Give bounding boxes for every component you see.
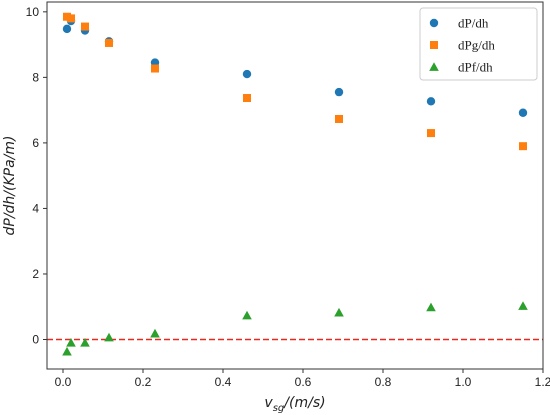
y-axis-title: dP/dh/(KPa/m) [2,135,18,235]
data-point-circle [62,24,72,34]
data-point-square [151,64,159,73]
legend-marker-triangle [429,62,439,71]
legend-marker-square [430,41,438,49]
legend-entry: dPf/dh [429,60,493,75]
legend-box [419,7,538,81]
data-point-square [335,114,343,123]
legend-label: dP/dh [458,16,489,31]
data-points-layer [62,12,528,356]
x-tick-label: 1.2 [535,375,550,389]
data-point-triangle [426,302,436,312]
series-triangle-points [62,301,528,356]
x-axis-title-main: v [264,395,273,411]
x-axis-title: vsg/(m/s) [264,395,325,414]
data-point-triangle [62,346,72,356]
data-point-square [519,142,527,151]
data-point-triangle [104,332,114,342]
data-point-triangle [66,337,76,347]
legend-marker-circle [429,18,439,28]
y-axis-ticks: 0 2 4 6 8 10 [26,5,47,347]
data-point-triangle [150,328,160,338]
x-tick-label: 1.0 [455,375,472,389]
x-tick-label: 0.8 [375,375,392,389]
data-point-square [105,38,113,47]
y-tick-label: 4 [32,201,39,215]
x-tick-label: 0.2 [135,375,152,389]
x-tick-label: 0.6 [295,375,312,389]
data-point-square [81,22,89,31]
legend-label: dPf/dh [458,60,493,75]
x-tick-label: 0.4 [215,375,232,389]
y-tick-label: 0 [32,333,39,347]
legend: dP/dh dPg/dh dPf/dh [419,7,538,81]
data-point-circle [426,97,436,106]
data-point-square [67,14,75,23]
legend-entry: dP/dh [429,16,489,31]
legend-label: dPg/dh [458,38,495,53]
data-point-triangle [80,337,90,347]
data-point-triangle [334,307,344,317]
y-tick-label: 6 [32,136,39,150]
data-point-triangle [242,310,252,320]
data-point-square [427,129,435,138]
data-point-circle [518,108,528,117]
legend-entry: dPg/dh [430,38,495,53]
x-axis-ticks: 0.0 0.2 0.4 0.6 0.8 1.0 1.2 [55,369,550,389]
data-point-circle [334,87,344,97]
data-point-square [243,94,251,103]
x-tick-label: 0.0 [55,375,72,389]
plot-frame [46,1,544,370]
x-axis-title-subscript: sg [273,403,285,414]
y-tick-label: 8 [32,70,39,84]
series-square-points [63,12,527,151]
y-tick-label: 10 [26,5,40,19]
x-axis-title-unit: /(m/s) [282,395,325,411]
data-point-circle [242,69,252,79]
y-tick-label: 2 [32,267,39,281]
data-point-triangle [518,301,528,310]
